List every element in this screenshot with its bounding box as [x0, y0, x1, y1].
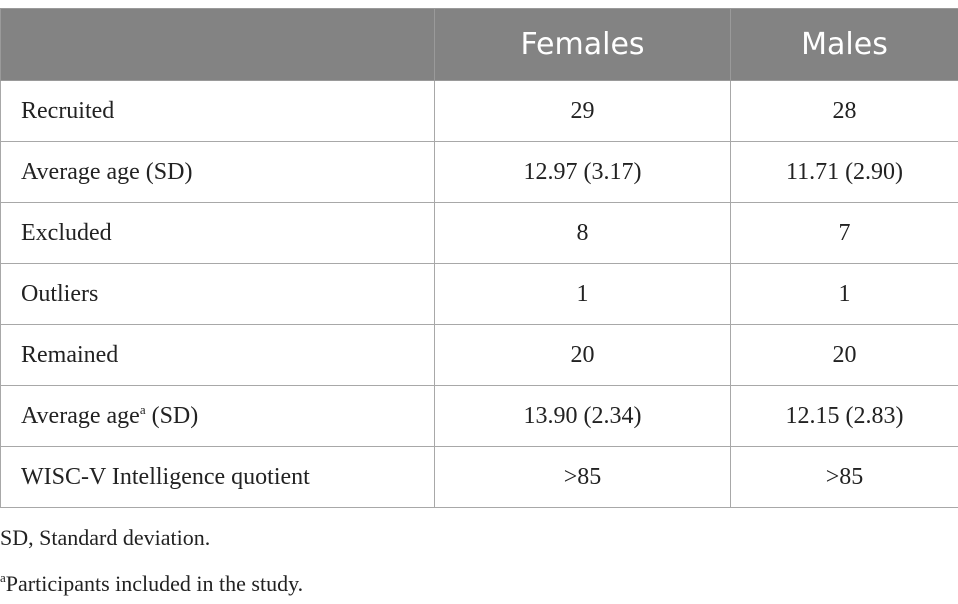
table-row: WISC-V Intelligence quotient>85>85: [1, 447, 958, 508]
footnote-text: Participants included in the study.: [6, 571, 303, 596]
header-cell: [1, 9, 435, 81]
table-row: Average age (SD)12.97 (3.17)11.71 (2.90): [1, 142, 958, 203]
row-label: Average agea (SD): [1, 386, 435, 447]
row-label: WISC-V Intelligence quotient: [1, 447, 435, 508]
cell: >85: [731, 447, 958, 508]
footnote: aParticipants included in the study.: [0, 558, 303, 604]
label-text: Average age: [21, 403, 140, 429]
row-label: Recruited: [1, 81, 435, 142]
cell: 11.71 (2.90): [731, 142, 958, 203]
cell: 28: [731, 81, 958, 142]
cell: 1: [731, 264, 958, 325]
cell: 7: [731, 203, 958, 264]
cell: 20: [731, 325, 958, 386]
cell: 12.15 (2.83): [731, 386, 958, 447]
cell: 20: [435, 325, 731, 386]
cell: >85: [435, 447, 731, 508]
cell: 1: [435, 264, 731, 325]
cell: 12.97 (3.17): [435, 142, 731, 203]
cell: 13.90 (2.34): [435, 386, 731, 447]
footnotes: SD, Standard deviation.aParticipants inc…: [0, 518, 303, 604]
cell: 8: [435, 203, 731, 264]
header-cell: Females: [435, 9, 731, 81]
row-label: Average age (SD): [1, 142, 435, 203]
table-row: Average agea (SD)13.90 (2.34)12.15 (2.83…: [1, 386, 958, 447]
footnote: SD, Standard deviation.: [0, 518, 303, 558]
header-cell: Males: [731, 9, 958, 81]
row-label: Excluded: [1, 203, 435, 264]
row-label: Remained: [1, 325, 435, 386]
row-label: Outliers: [1, 264, 435, 325]
cell: 29: [435, 81, 731, 142]
label-text: (SD): [146, 403, 199, 429]
